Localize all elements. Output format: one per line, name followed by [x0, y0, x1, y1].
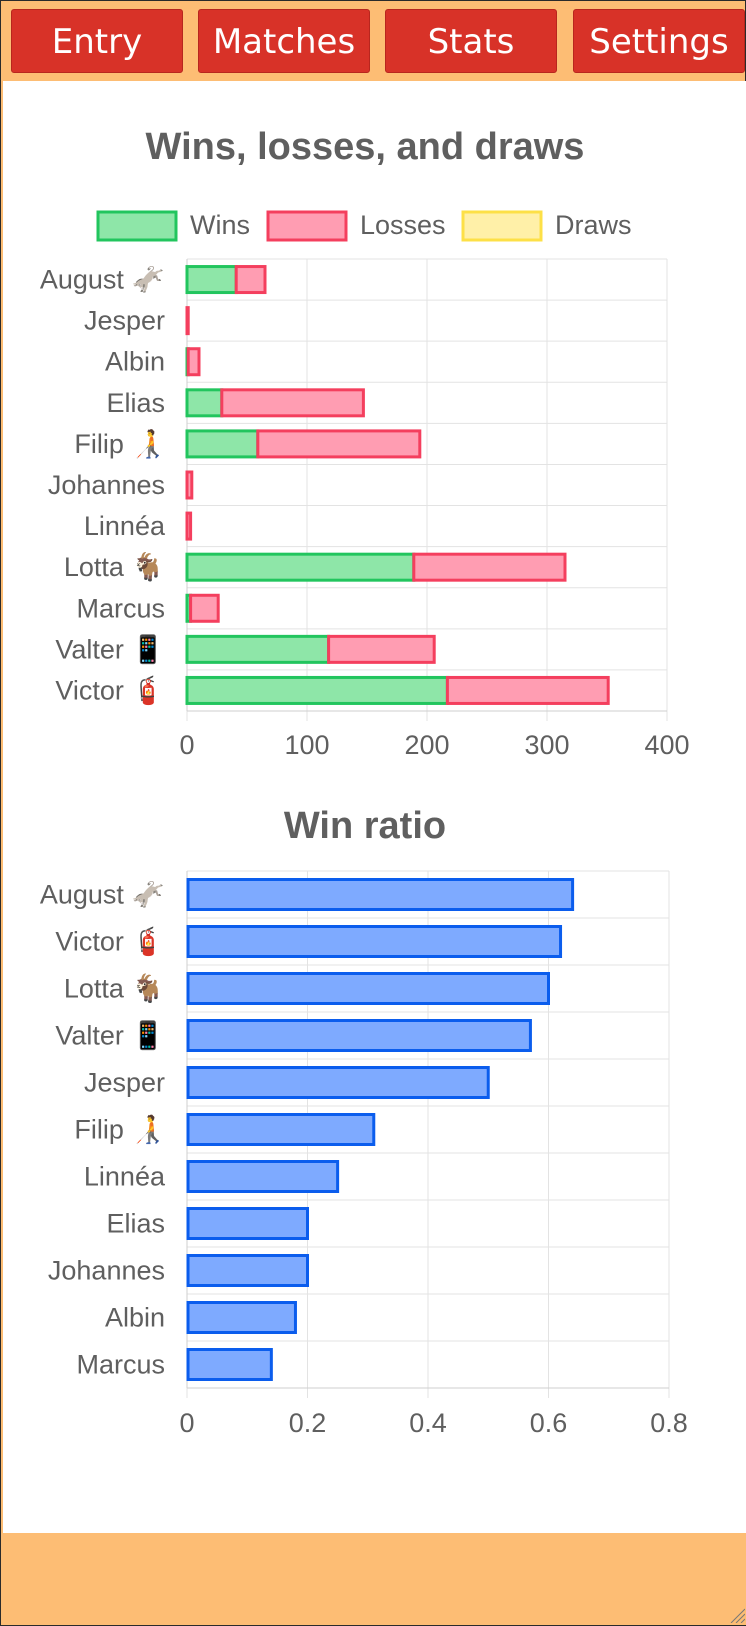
x-tick-label: 300 — [524, 730, 569, 760]
x-tick-label: 0 — [179, 1408, 194, 1438]
y-category-label: Filip 🧑‍🦯 — [74, 1114, 165, 1145]
y-category-label: August 🫏 — [40, 880, 165, 910]
bar-losses — [186, 347, 201, 377]
bar-win-ratio — [186, 1113, 376, 1146]
legend-label: Draws — [555, 210, 632, 240]
y-category-label: August 🫏 — [40, 265, 165, 295]
bar-losses — [185, 306, 190, 336]
legend-label: Wins — [190, 210, 250, 240]
stats-content: Wins, losses, and draws Wins Losses Draws 0 1… — [3, 81, 746, 1533]
y-category-label: Victor 🧯 — [55, 674, 165, 705]
legend-swatch — [96, 210, 178, 242]
x-tick-label: 0.8 — [650, 1408, 688, 1438]
bar-win-ratio — [186, 878, 575, 911]
x-tick-label: 0.6 — [530, 1408, 568, 1438]
y-category-label: Jesper — [84, 306, 165, 336]
y-category-label: Johannes — [48, 1256, 165, 1286]
bar-win-ratio — [186, 1207, 309, 1240]
x-tick-label: 0.2 — [289, 1408, 327, 1438]
bar-losses — [445, 675, 610, 705]
bar-win-ratio — [186, 1301, 297, 1334]
x-tick-label: 100 — [284, 730, 329, 760]
y-category-label: Jesper — [84, 1068, 165, 1098]
tab-entry[interactable]: Entry — [11, 9, 183, 73]
x-tick-label: 0.4 — [409, 1408, 447, 1438]
legend-label: Losses — [360, 210, 446, 240]
bar-wins — [185, 265, 238, 295]
bar-win-ratio — [186, 1348, 273, 1381]
bar-losses — [234, 265, 267, 295]
bar-win-ratio — [186, 925, 563, 958]
legend-swatch — [461, 210, 543, 242]
bar-losses — [256, 429, 422, 459]
y-category-label: Albin — [105, 347, 165, 377]
bar-losses — [185, 470, 194, 500]
resize-grip-icon[interactable] — [729, 1607, 745, 1623]
y-category-label: Lotta 🐐 — [64, 551, 165, 582]
bar-wins — [185, 675, 449, 705]
y-category-label: Marcus — [76, 593, 165, 623]
chart-title: Win ratio — [284, 805, 446, 847]
y-category-label: Johannes — [48, 470, 165, 500]
bar-losses — [185, 511, 193, 541]
x-tick-label: 0 — [179, 730, 194, 760]
y-category-label: Linnéa — [84, 1162, 166, 1192]
tab-matches[interactable]: Matches — [198, 9, 370, 73]
bar-wins — [185, 552, 416, 582]
bar-win-ratio — [186, 1254, 309, 1287]
win-ratio-chart: Win ratio 0 0.2 0.4 0.6 0.8 August 🫏 Victor 🧯 Lo… — [40, 805, 688, 1438]
top-navigation: Entry Matches Stats Settings — [1, 1, 745, 81]
wins-losses-draws-chart: Wins, losses, and draws Wins Losses Draws 0 1… — [40, 126, 690, 760]
tab-stats[interactable]: Stats — [385, 9, 557, 73]
y-category-label: Lotta 🐐 — [64, 973, 165, 1004]
y-category-label: Valter 📱 — [55, 1020, 165, 1051]
y-category-label: Victor 🧯 — [55, 926, 165, 957]
bar-losses — [189, 593, 220, 623]
chart-title: Wins, losses, and draws — [146, 126, 585, 168]
x-tick-label: 400 — [644, 730, 689, 760]
y-category-label: Elias — [106, 388, 165, 418]
bar-losses — [412, 552, 567, 582]
y-category-label: Linnéa — [84, 511, 166, 541]
bar-wins — [185, 634, 331, 664]
tab-settings[interactable]: Settings — [573, 9, 745, 73]
bar-losses — [220, 388, 365, 418]
y-category-label: Elias — [106, 1209, 165, 1239]
y-category-label: Albin — [105, 1303, 165, 1333]
bar-wins — [185, 388, 224, 418]
bar-win-ratio — [186, 1160, 340, 1193]
bar-losses — [327, 634, 436, 664]
y-category-label: Marcus — [76, 1350, 165, 1380]
y-category-label: Filip 🧑‍🦯 — [74, 428, 165, 459]
bar-win-ratio — [186, 972, 550, 1005]
bar-wins — [185, 429, 260, 459]
legend-swatch — [266, 210, 348, 242]
footer — [3, 1533, 746, 1625]
bar-win-ratio — [186, 1019, 532, 1052]
x-tick-label: 200 — [404, 730, 449, 760]
bar-win-ratio — [186, 1066, 490, 1099]
y-category-label: Valter 📱 — [55, 633, 165, 664]
